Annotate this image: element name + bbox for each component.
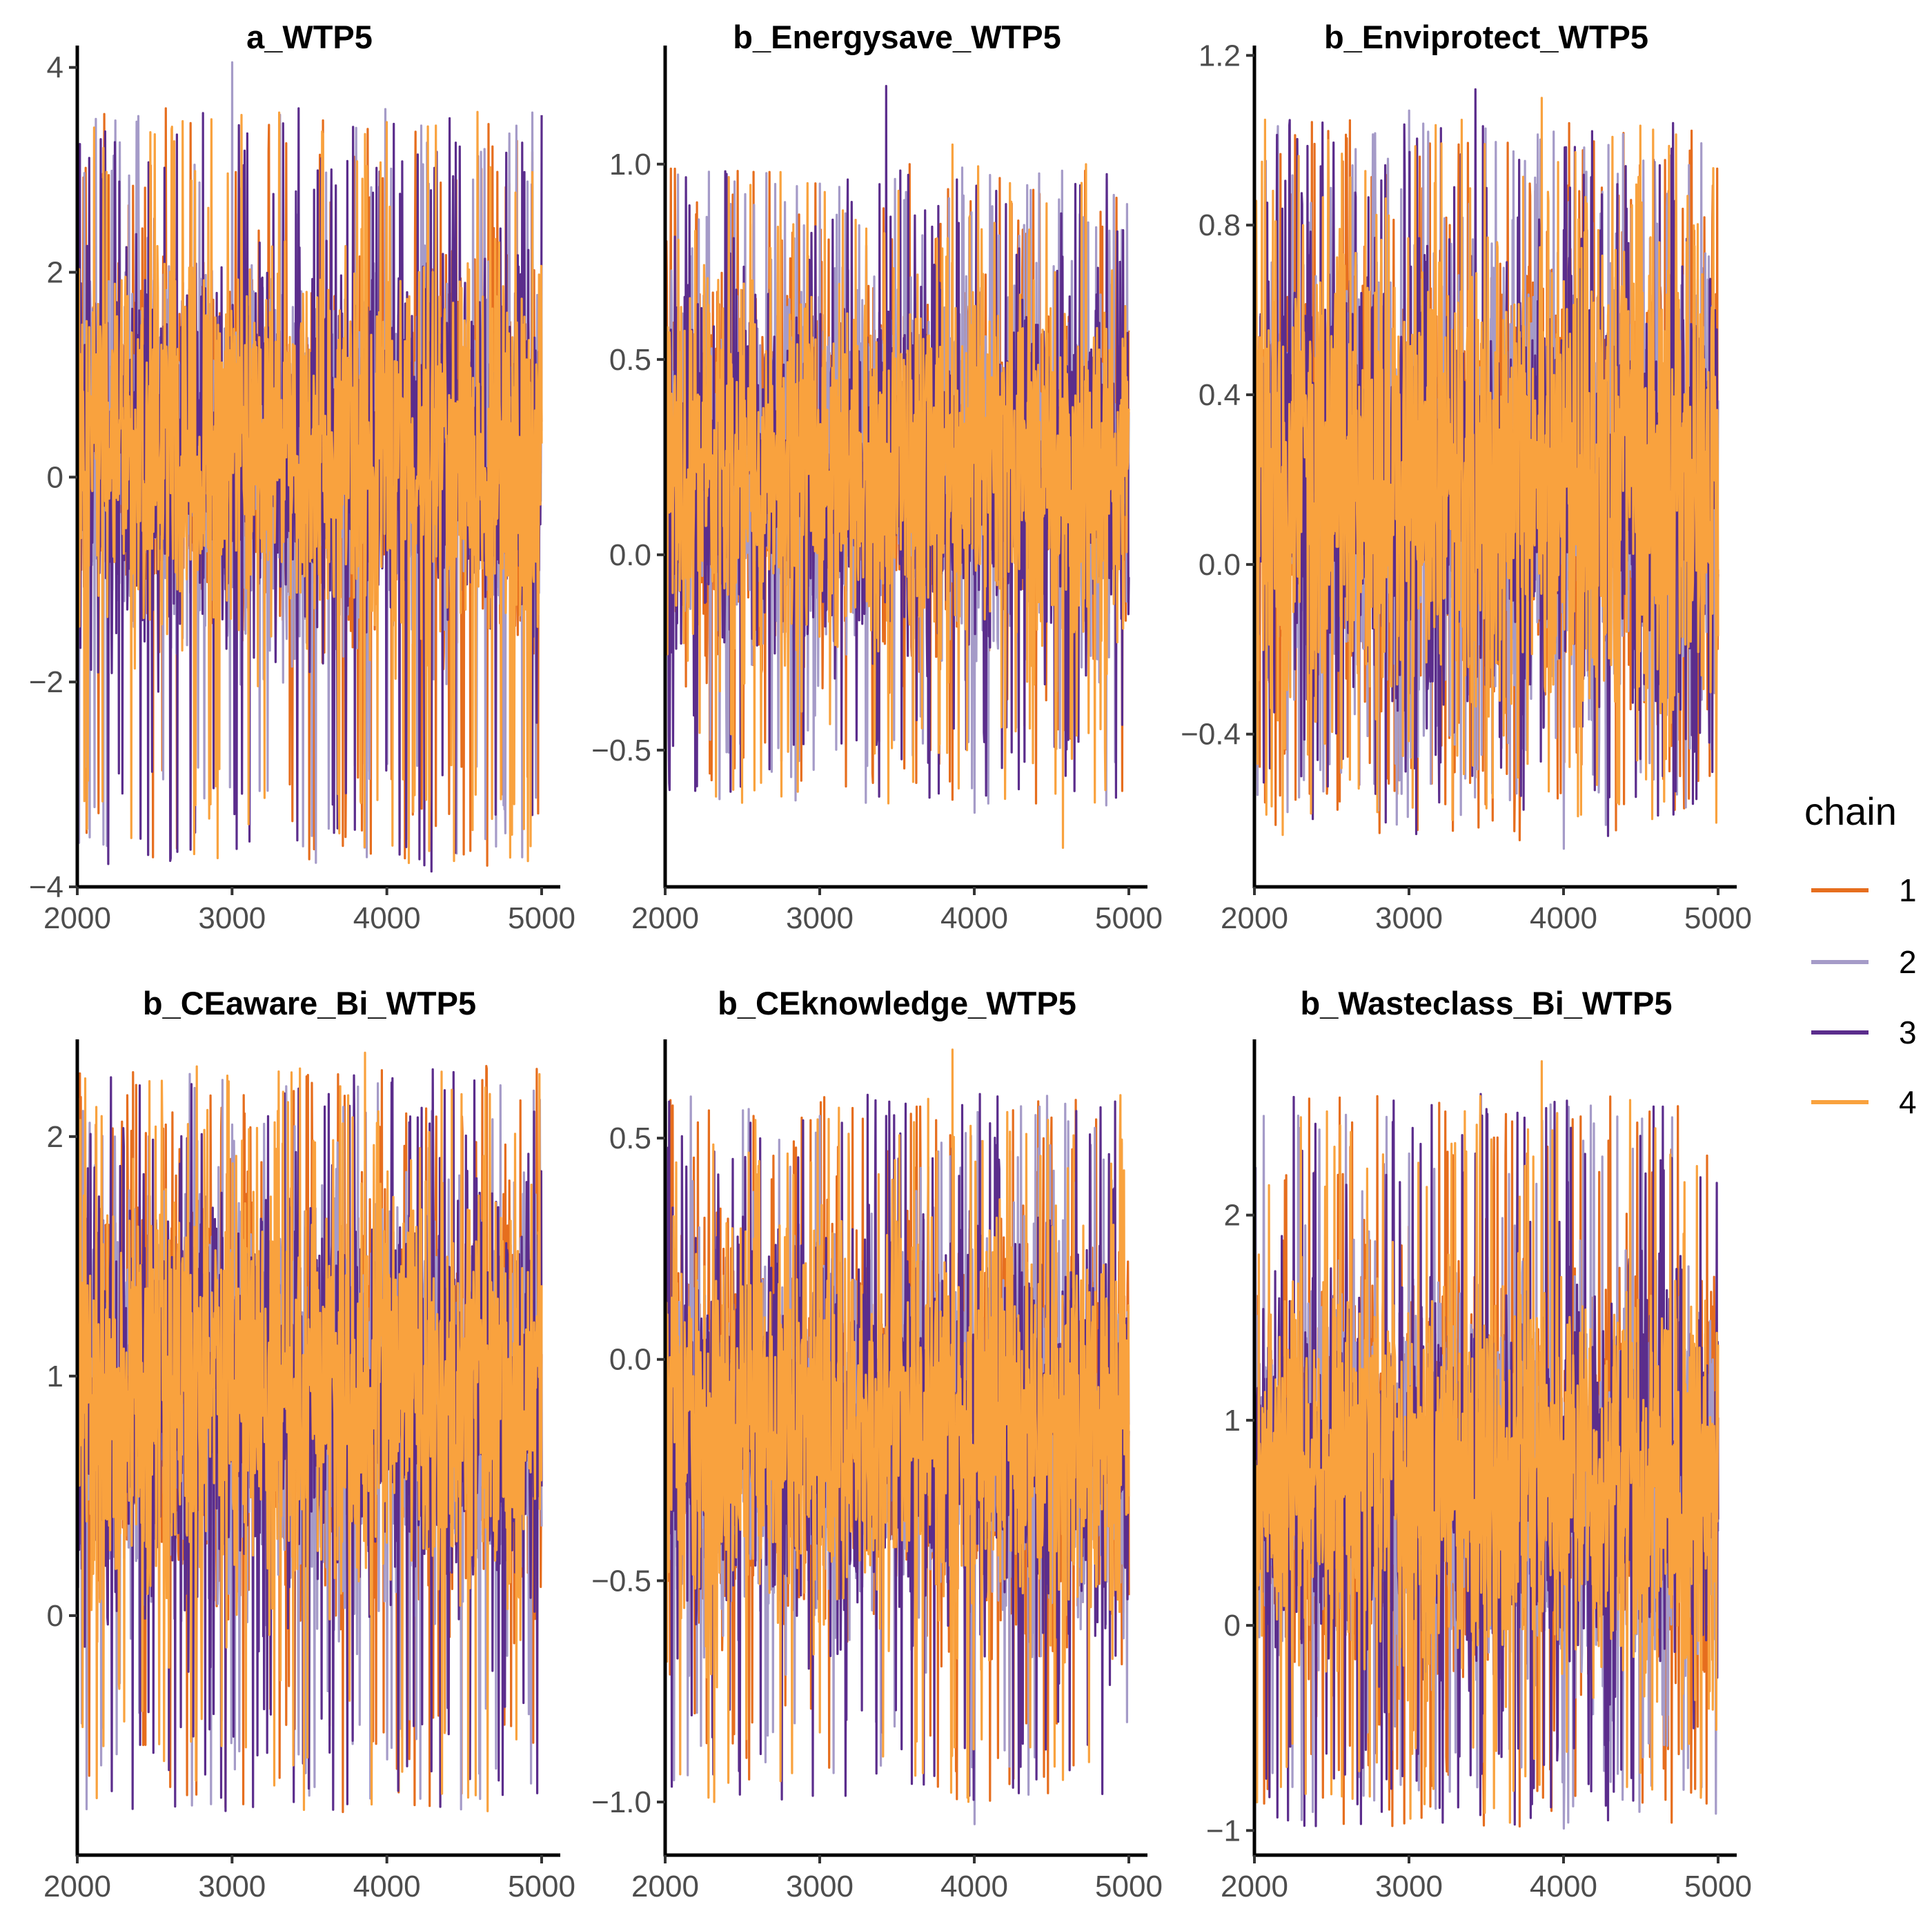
x-tick-label: 5000 — [1095, 901, 1163, 935]
y-tick-label: 0 — [47, 1599, 63, 1633]
x-tick-label: 3000 — [786, 901, 854, 935]
x-tick-label: 4000 — [940, 901, 1008, 935]
legend-entry-4: 4 — [1811, 1084, 1917, 1120]
trace-chain-4 — [76, 110, 543, 864]
trace-chain-4 — [664, 143, 1130, 849]
trace-chain-4 — [1253, 97, 1719, 836]
x-tick-label: 4000 — [940, 1870, 1008, 1903]
y-tick-label: 1.2 — [1199, 39, 1241, 72]
y-tick-label: 0.0 — [609, 1343, 651, 1377]
x-tick-label: 3000 — [786, 1870, 854, 1903]
x-tick-label: 3000 — [1375, 1870, 1443, 1903]
x-tick-label: 4000 — [1530, 901, 1597, 935]
panel-2: b_Energysave_WTP5 −0.5 0.0 0.5 1.0 2000 3000 40… — [591, 19, 1163, 935]
trace-lines — [1253, 88, 1719, 850]
panel-title: b_Enviprotect_WTP5 — [1324, 19, 1648, 55]
y-tick-label: −4 — [29, 870, 63, 904]
legend-label-1: 1 — [1899, 872, 1917, 908]
legend-entry-1: 1 — [1811, 872, 1917, 908]
panel-4: b_CEaware_Bi_WTP5 0 1 2 2000 3000 4000 5000 — [43, 985, 575, 1903]
x-tick-label: 2000 — [43, 1870, 111, 1903]
x-tick-label: 2000 — [1221, 1870, 1288, 1903]
y-tick-label: 0.8 — [1199, 208, 1241, 242]
panel-3: b_Enviprotect_WTP5 −0.4 0.0 0.4 0.8 1.2 2000 30… — [1181, 19, 1752, 935]
x-tick-label: 4000 — [353, 1870, 421, 1903]
x-tick-label: 3000 — [198, 901, 266, 935]
legend-entry-2: 2 — [1811, 944, 1917, 980]
x-tick-label: 5000 — [1684, 1870, 1752, 1903]
x-tick-label: 5000 — [1684, 901, 1752, 935]
x-tick-label: 2000 — [1221, 901, 1288, 935]
x-tick-label: 3000 — [1375, 901, 1443, 935]
x-tick-label: 2000 — [631, 901, 699, 935]
y-tick-label: 0.5 — [609, 1121, 651, 1155]
y-tick-label: 4 — [47, 51, 63, 85]
y-tick-label: −1.0 — [591, 1785, 651, 1819]
y-tick-label: −0.5 — [591, 734, 651, 767]
panel-1: a_WTP5 −4 −2 0 2 4 2000 3000 4000 5000 — [29, 19, 575, 935]
y-tick-label: 0.5 — [609, 343, 651, 377]
y-tick-label: 2 — [47, 256, 63, 290]
x-tick-label: 5000 — [1095, 1870, 1163, 1903]
trace-lines — [76, 61, 543, 873]
x-tick-label: 4000 — [353, 901, 421, 935]
y-tick-label: 0.0 — [1199, 548, 1241, 582]
panel-title: b_Energysave_WTP5 — [733, 19, 1061, 55]
y-tick-label: 1.0 — [609, 148, 651, 182]
trace-lines — [76, 1051, 543, 1814]
x-tick-label: 4000 — [1530, 1870, 1597, 1903]
panel-6: b_Wasteclass_Bi_WTP5 −1 0 1 2 2000 3000 4000 500… — [1206, 985, 1752, 1903]
trace-chain-4 — [1253, 1060, 1719, 1824]
trace-lines — [664, 85, 1130, 849]
y-tick-label: −1 — [1206, 1814, 1241, 1848]
panel-title: b_CEaware_Bi_WTP5 — [143, 985, 476, 1021]
legend-title: chain — [1804, 790, 1897, 833]
y-tick-label: −2 — [29, 665, 63, 699]
panel-title: b_Wasteclass_Bi_WTP5 — [1301, 985, 1673, 1021]
legend-label-3: 3 — [1899, 1015, 1917, 1050]
trace-chain-4 — [76, 1051, 543, 1812]
y-tick-label: 1 — [47, 1360, 63, 1393]
x-tick-label: 3000 — [198, 1870, 266, 1903]
trace-lines — [1253, 1060, 1719, 1830]
y-tick-label: 1 — [1224, 1404, 1241, 1438]
y-tick-label: −0.4 — [1181, 718, 1241, 752]
x-tick-label: 2000 — [631, 1870, 699, 1903]
legend-label-2: 2 — [1899, 944, 1917, 980]
y-tick-label: 0.0 — [609, 538, 651, 572]
trace-lines — [664, 1048, 1130, 1825]
panel-title: b_CEknowledge_WTP5 — [718, 985, 1076, 1021]
y-tick-label: 2 — [1224, 1199, 1241, 1233]
x-tick-label: 5000 — [508, 901, 575, 935]
legend-label-4: 4 — [1899, 1084, 1917, 1120]
y-tick-label: −0.5 — [591, 1564, 651, 1598]
x-tick-label: 5000 — [508, 1870, 575, 1903]
y-tick-label: 2 — [47, 1120, 63, 1154]
legend: chain 1 2 3 4 — [1804, 790, 1917, 1120]
y-tick-label: 0 — [1224, 1609, 1241, 1643]
panel-title: a_WTP5 — [246, 19, 373, 55]
legend-entry-3: 3 — [1811, 1015, 1917, 1050]
panel-5: b_CEknowledge_WTP5 −1.0 −0.5 0.0 0.5 2000 3000… — [591, 985, 1163, 1903]
y-tick-label: 0.4 — [1199, 378, 1241, 412]
y-tick-label: 0 — [47, 460, 63, 494]
trace-chain-4 — [664, 1048, 1130, 1803]
x-tick-label: 2000 — [43, 901, 111, 935]
